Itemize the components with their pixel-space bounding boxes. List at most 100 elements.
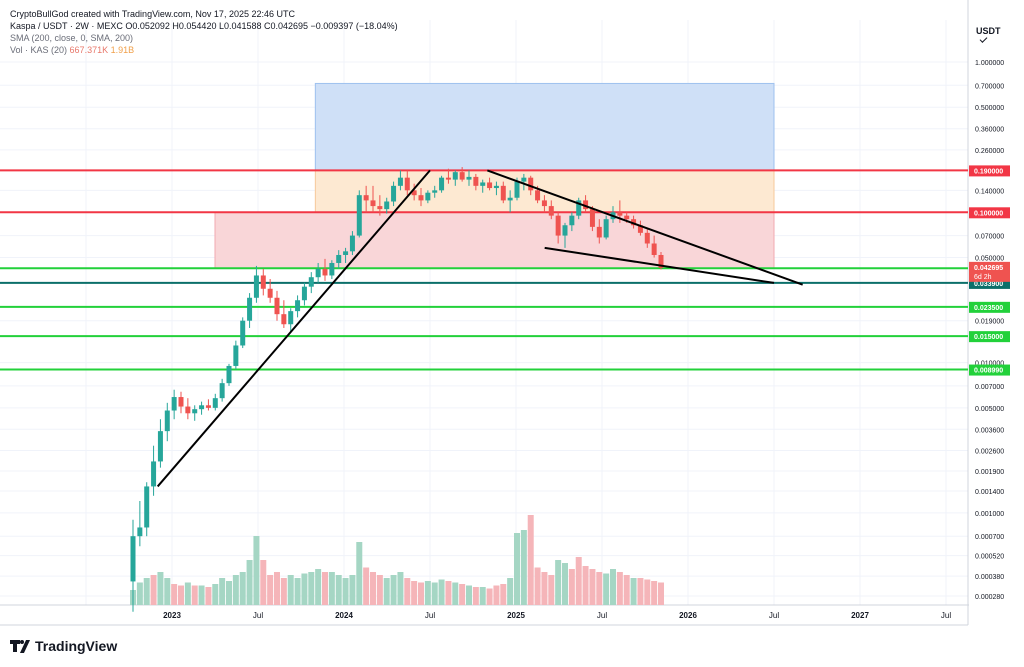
price-tick-label: 0.000520 <box>975 554 1004 561</box>
candle-down <box>589 209 595 227</box>
price-tick-label: 0.070000 <box>975 234 1004 241</box>
level-price-text: 0.023500 <box>974 305 1003 312</box>
candle-up <box>157 431 163 462</box>
volume-bar <box>534 567 541 605</box>
price-tick-label: 0.000700 <box>975 534 1004 541</box>
price-tick-label: 0.500000 <box>975 105 1004 112</box>
price-tick-label: 0.360000 <box>975 127 1004 134</box>
price-tick-label: 0.001900 <box>975 469 1004 476</box>
volume-bar <box>527 515 534 605</box>
candle-up <box>432 190 438 193</box>
volume-bar <box>596 572 603 605</box>
price-axis: 1.000000 0.700000 0.500000 0.360000 0.260000… <box>969 0 1024 625</box>
price-tick-label: 0.019000 <box>975 319 1004 326</box>
candle-up <box>315 268 321 278</box>
volume-bar <box>479 587 486 605</box>
candle-up <box>240 320 246 346</box>
candle-up <box>466 176 472 180</box>
volume-bar <box>500 584 507 605</box>
volume-bar <box>226 581 232 605</box>
volume-bar <box>322 572 328 605</box>
time-tick-label: Jul <box>253 611 263 620</box>
candle-down <box>528 177 534 191</box>
volume-bar <box>335 575 342 605</box>
volume-ma-value: 1.91B <box>110 45 135 55</box>
price-tick-label: 0.010000 <box>975 361 1004 368</box>
volume-bar <box>562 563 568 605</box>
volume-bar <box>219 578 226 605</box>
candle-down <box>631 219 637 226</box>
candle-up <box>576 200 582 216</box>
volume-bar <box>582 566 589 605</box>
volume-label[interactable]: Vol · KAS (20) <box>10 45 68 55</box>
volume-bar <box>589 569 596 605</box>
candle-up <box>226 365 232 384</box>
volume-bar <box>459 584 466 605</box>
candle-down <box>637 225 643 233</box>
sma-label[interactable]: SMA (200, close, 0, SMA, 200) <box>10 33 134 43</box>
candle-down <box>377 206 383 210</box>
price-tick-label: 0.001000 <box>975 511 1004 518</box>
volume-bar <box>178 585 184 605</box>
candle-up <box>384 201 390 210</box>
time-tick-label: 2024 <box>335 611 353 620</box>
candle-up <box>507 197 513 201</box>
volume-bar <box>452 582 459 605</box>
volume-bar <box>157 572 164 605</box>
volume-bar <box>658 582 664 605</box>
level-price-text: 0.033900 <box>974 281 1003 288</box>
volume-bar <box>424 581 431 605</box>
candle-down <box>322 268 328 276</box>
volume-bar <box>507 578 514 605</box>
candle-up <box>349 235 355 252</box>
volume-bar <box>294 578 301 605</box>
volume-bar <box>274 572 280 605</box>
candle-down <box>658 254 664 268</box>
price-tick-label: 0.000380 <box>975 574 1004 581</box>
candle-down <box>624 215 630 220</box>
level-price-text: 0.100000 <box>974 210 1003 217</box>
level-price-tag <box>969 331 1010 343</box>
volume-bar <box>383 578 390 605</box>
currency-selector[interactable]: USDT <box>976 26 1001 41</box>
tradingview-logo[interactable]: TradingView <box>10 638 117 654</box>
time-tick-label: Jul <box>941 611 951 620</box>
candle-down <box>487 182 493 189</box>
volume-bar <box>466 585 472 605</box>
pink-zone-box <box>214 211 775 269</box>
level-price-tag <box>969 301 1010 313</box>
candle-down <box>445 177 451 180</box>
symbol-label[interactable]: Kaspa / USDT · 2W · MEXC <box>10 21 123 31</box>
level-price-tag <box>969 364 1010 376</box>
ohlc-values: O0.052092 H0.054420 L0.041588 C0.042695 … <box>125 21 398 31</box>
candle-up <box>137 527 143 537</box>
level-price-tag <box>969 165 1010 177</box>
candle-up <box>329 262 335 276</box>
candle-up <box>336 254 342 263</box>
candle-down <box>274 297 280 315</box>
candle-down <box>459 172 465 180</box>
candle-down <box>411 190 417 196</box>
volume-bar <box>349 575 356 605</box>
time-axis: 2023 Jul 2024 Jul 2025 Jul 2026 Jul 2027 Jul <box>163 611 951 620</box>
volume-bar <box>164 578 171 605</box>
price-tick-label: 0.700000 <box>975 83 1004 90</box>
volume-bar <box>301 573 308 605</box>
volume-bar <box>637 578 644 605</box>
tradingview-brand: TradingView <box>35 638 118 654</box>
candle-up <box>356 195 362 236</box>
volume-bar <box>260 560 267 605</box>
price-tick-label: 1.000000 <box>975 60 1004 67</box>
candle-down <box>370 200 376 207</box>
time-tick-label: 2027 <box>851 611 869 620</box>
candle-up <box>288 311 294 325</box>
candle-up <box>199 405 205 410</box>
volume-bar <box>191 585 198 605</box>
volume-bar <box>541 572 548 605</box>
volume-bar <box>390 575 397 605</box>
support-trendline <box>156 169 431 488</box>
candle-down <box>644 232 650 244</box>
candle-up <box>343 251 349 255</box>
volume-bar <box>328 572 335 605</box>
